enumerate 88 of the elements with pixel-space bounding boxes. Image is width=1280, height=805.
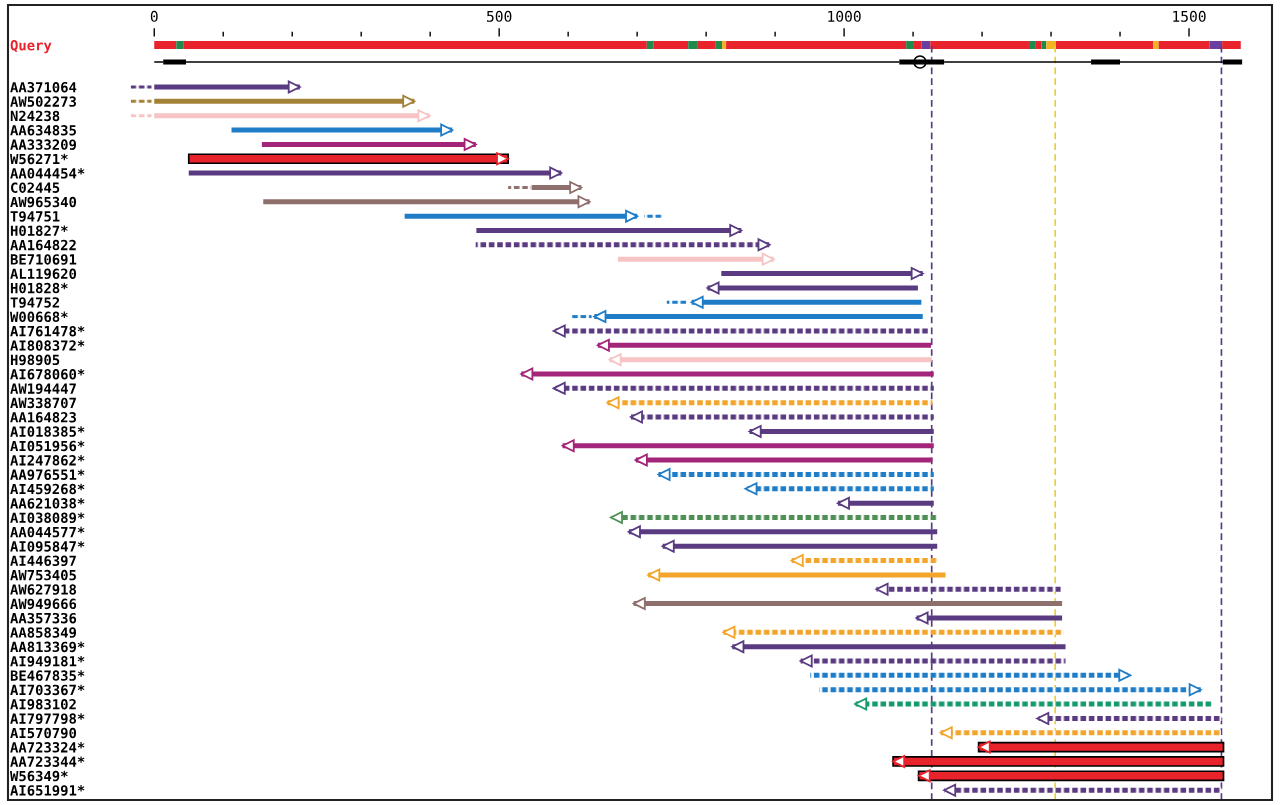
bar — [570, 315, 592, 319]
bar — [892, 756, 1225, 767]
y-tick-label: H01827* — [10, 225, 68, 236]
y-tick-label: AA164822 — [10, 239, 76, 251]
y-tick-label: AA621038* — [10, 498, 85, 509]
bar — [183, 41, 647, 49]
bar — [688, 41, 698, 49]
y-tick-label: AA164823 — [10, 412, 76, 423]
bar — [666, 300, 687, 304]
bar — [726, 41, 907, 49]
y-tick-label: AI018385* — [10, 426, 85, 437]
bar — [1209, 41, 1223, 49]
y-tick-label: AI038089* — [10, 512, 85, 524]
bar — [930, 41, 1029, 49]
y-tick-label: BE710691 — [10, 254, 77, 265]
y-tick-label: AI570790 — [10, 727, 77, 739]
y-tick-label: AW502273 — [10, 96, 76, 107]
y-tick-label: AI651991* — [10, 785, 85, 796]
y-tick-label: N24238 — [10, 110, 60, 122]
y-tick-label: H01828* — [10, 282, 68, 294]
y-tick-label: AI051956* — [10, 440, 85, 452]
y-tick-label: AA044454* — [10, 168, 85, 179]
bar — [130, 99, 152, 103]
y-tick-label: AA333209 — [10, 139, 77, 150]
y-tick-label: H98905 — [10, 354, 60, 366]
y-tick-label: AA371064 — [10, 81, 77, 93]
bar — [1046, 41, 1056, 49]
y-tick-label: AA858349 — [10, 627, 77, 638]
y-tick-label: C02445 — [11, 182, 60, 193]
y-tick-label: AI247862* — [10, 455, 85, 466]
bar — [646, 41, 654, 49]
bar — [913, 41, 922, 49]
bar — [917, 770, 1225, 782]
bar — [176, 41, 184, 49]
bar — [715, 41, 722, 49]
y-tick-label: AA357336 — [10, 612, 77, 624]
bar — [1055, 41, 1154, 49]
x-tick-label: 0 — [150, 10, 158, 22]
bar — [644, 214, 662, 218]
y-tick-label: AI678060* — [10, 368, 85, 380]
y-tick-label: AA634835 — [10, 125, 76, 136]
bar — [1153, 41, 1159, 49]
y-tick-label: AA813369* — [10, 641, 85, 653]
bar — [977, 741, 1225, 753]
y-tick-label: AI446397 — [10, 555, 76, 567]
bar — [1028, 41, 1036, 49]
bar — [1035, 41, 1042, 49]
y-tick-label: AL119620 — [10, 268, 77, 280]
y-tick-label: AW949666 — [10, 598, 77, 610]
y-tick-label: AI095847* — [10, 541, 85, 552]
bar — [921, 41, 931, 49]
y-tick-label: AA976551* — [10, 469, 85, 480]
bar — [1041, 41, 1047, 49]
y-tick-label: AW965340 — [10, 196, 77, 208]
y-tick-label: W56271* — [10, 153, 68, 165]
y-tick-label: AA723344* — [10, 756, 85, 767]
y-tick-label: AW338707 — [10, 397, 76, 409]
bar — [721, 41, 727, 49]
bar — [906, 41, 914, 49]
x-tick-label: 1500 — [1173, 10, 1206, 22]
bar — [653, 41, 689, 49]
y-tick-label: AW194447 — [10, 383, 76, 394]
bar — [697, 41, 716, 49]
y-tick-label: Query — [10, 39, 52, 54]
y-tick-label: W00668* — [10, 311, 68, 323]
y-tick-label: AI797798* — [10, 713, 85, 724]
bar — [1158, 41, 1210, 49]
y-tick-label: T94752 — [10, 297, 60, 308]
y-tick-label: W56349* — [10, 770, 68, 782]
bar — [508, 185, 531, 189]
y-tick-label: AI703367* — [10, 684, 85, 696]
bar — [130, 114, 152, 118]
y-tick-label: AA044577* — [10, 526, 85, 538]
bar — [154, 41, 177, 49]
y-tick-label: AA723324* — [10, 742, 85, 753]
y-tick-label: AI949181* — [10, 655, 85, 667]
bar — [187, 153, 509, 165]
y-tick-label: BE467835* — [10, 670, 85, 681]
y-tick-label: AI459268* — [10, 483, 85, 495]
x-tick-label: 500 — [487, 10, 512, 22]
y-tick-label: AI983102 — [10, 699, 76, 710]
bar — [1222, 41, 1241, 49]
y-tick-label: AI761478* — [10, 325, 85, 337]
y-tick-label: AI808372* — [10, 340, 85, 351]
y-tick-label: AW627918 — [10, 584, 77, 595]
x-tick-label: 1000 — [828, 10, 861, 22]
y-tick-label: AW753405 — [10, 569, 76, 581]
y-tick-label: T94751 — [10, 211, 60, 222]
